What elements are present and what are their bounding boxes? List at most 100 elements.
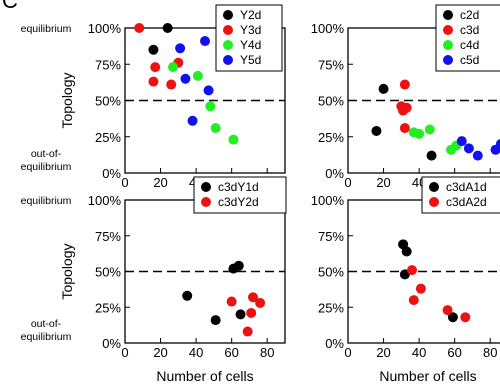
data-point-Y3d — [148, 76, 159, 87]
y-axis-label: Topology — [59, 243, 75, 299]
x-tick-label: 60 — [447, 345, 461, 360]
legend-label-Y2d: Y2d — [240, 8, 261, 22]
y-tick-label: 0% — [325, 166, 344, 181]
legend-marker-Y4d — [223, 40, 233, 50]
panel-letter: C — [2, 0, 18, 13]
y-tick-label: 25% — [95, 130, 121, 145]
data-point-c3dY2d — [226, 296, 237, 307]
data-point-c3d — [399, 123, 410, 134]
legend-marker-c3dY1d — [201, 182, 211, 192]
y-tick-label: 50% — [318, 94, 344, 109]
data-point-Y3d — [134, 23, 145, 33]
data-point-c3dY2d — [246, 307, 257, 318]
y-tick-label: 100% — [311, 21, 345, 36]
legend-label-c3dY1d: c3dY1d — [218, 180, 259, 194]
data-point-c3dA2d — [415, 283, 426, 294]
data-point-c2d — [378, 83, 389, 94]
legend-marker-c3dY2d — [201, 197, 211, 207]
chart-top-right: 0%25%50%75%100%020406080c2dc3dc4dc5d — [311, 4, 500, 190]
legend-label-Y5d: Y5d — [240, 53, 261, 67]
y-tick-label: 75% — [318, 57, 344, 72]
data-point-Y4d — [210, 123, 221, 134]
data-point-Y5d — [187, 115, 198, 126]
x-tick-label: 20 — [376, 345, 390, 360]
data-point-Y4d — [205, 101, 216, 112]
side-label-out-of: out-of- — [31, 318, 62, 330]
x-tick-label: 0 — [344, 175, 351, 190]
y-tick-label: 100% — [88, 193, 122, 208]
legend-label-c3dA2d: c3dA2d — [446, 195, 487, 209]
y-tick-label: 75% — [95, 57, 121, 72]
data-point-c3dA2d — [442, 305, 453, 316]
data-point-c3dY1d — [235, 309, 246, 320]
data-point-Y4d — [168, 62, 178, 73]
side-label-equilibrium-2: equilibrium — [21, 161, 72, 173]
chart-bottom-right: 0% 25% 50% 75% 100% 0 20 40 60 80 Number of cells c… — [311, 176, 500, 384]
y-tick-label: 50% — [95, 94, 121, 109]
legend-label-c4d: c4d — [460, 38, 479, 52]
x-axis-label: Number of cells — [379, 368, 476, 384]
x-tick-label: 40 — [412, 345, 426, 360]
y-tick-label: 0% — [102, 336, 121, 351]
legend-box — [193, 176, 287, 214]
data-point-Y3d — [166, 79, 177, 90]
side-label-equilibrium: equilibrium — [21, 23, 72, 35]
y-tick-label: 75% — [95, 229, 121, 244]
data-point-c3dY1d — [182, 290, 193, 301]
legend-label-c3dA1d: c3dA1d — [446, 180, 487, 194]
x-tick-label: 0 — [344, 345, 351, 360]
side-label-out-of: out-of- — [31, 148, 62, 160]
y-tick-label: 50% — [318, 265, 344, 280]
x-tick-label: 80 — [483, 345, 497, 360]
legend-label-c2d: c2d — [460, 8, 479, 22]
y-tick-label: 50% — [95, 265, 121, 280]
y-tick-label: 25% — [318, 300, 344, 315]
legend-marker-Y2d — [223, 10, 233, 20]
data-point-c5d — [463, 143, 474, 154]
y-tick-label: 25% — [95, 300, 121, 315]
data-point-Y5d — [203, 85, 214, 96]
x-tick-label: 0 — [121, 175, 128, 190]
data-point-c5d — [472, 150, 483, 161]
legend-label-c3dY2d: c3dY2d — [218, 195, 259, 209]
data-point-c4d — [414, 128, 425, 139]
data-point-c4d — [424, 124, 435, 135]
legend-marker-c4d — [443, 40, 453, 50]
legend-label-c5d: c5d — [460, 53, 479, 67]
legend-marker-c3dA1d — [429, 182, 439, 192]
data-point-Y4d — [192, 70, 203, 81]
data-point-Y5d — [180, 73, 191, 84]
x-tick-label: 20 — [153, 175, 167, 190]
data-point-c3dA2d — [460, 312, 471, 323]
y-tick-label: 100% — [88, 21, 122, 36]
data-point-c5d — [456, 136, 467, 147]
legend-marker-Y5d — [223, 55, 233, 65]
data-point-c3dY1d — [233, 260, 244, 271]
chart-top-left: 0%25%50%75%100%020406080Topologyequilibr… — [21, 4, 286, 190]
data-point-c2d — [426, 150, 437, 161]
x-axis-label: Number of cells — [156, 368, 253, 384]
legend-marker-c3d — [443, 25, 453, 35]
data-point-Y2d — [148, 44, 159, 55]
data-point-c3dA1d — [401, 246, 412, 257]
plot-frame — [124, 199, 286, 344]
data-point-c3dY2d — [242, 326, 253, 337]
chart-bottom-left: 0% 25% 50% 75% 100% 0 20 40 60 80 Topology equilibr… — [21, 176, 287, 384]
x-tick-label: 80 — [260, 345, 274, 360]
legend-marker-Y3d — [223, 25, 233, 35]
data-point-Y3d — [150, 62, 161, 73]
x-tick-label: 0 — [121, 345, 128, 360]
data-point-c5d — [495, 139, 500, 149]
legend-label-Y3d: Y3d — [240, 23, 261, 37]
data-point-c3dY2d — [248, 292, 258, 303]
data-point-c3dA1d — [447, 312, 458, 323]
data-point-c2d — [371, 125, 382, 136]
side-label-equilibrium-2: equilibrium — [21, 331, 72, 343]
y-tick-label: 100% — [311, 193, 345, 208]
x-tick-label: 20 — [376, 175, 390, 190]
data-point-c3d — [401, 102, 412, 113]
data-point-Y2d — [162, 23, 173, 33]
data-point-Y4d — [228, 134, 239, 145]
legend-marker-c5d — [443, 55, 453, 65]
data-point-c3dY2d — [255, 297, 266, 308]
